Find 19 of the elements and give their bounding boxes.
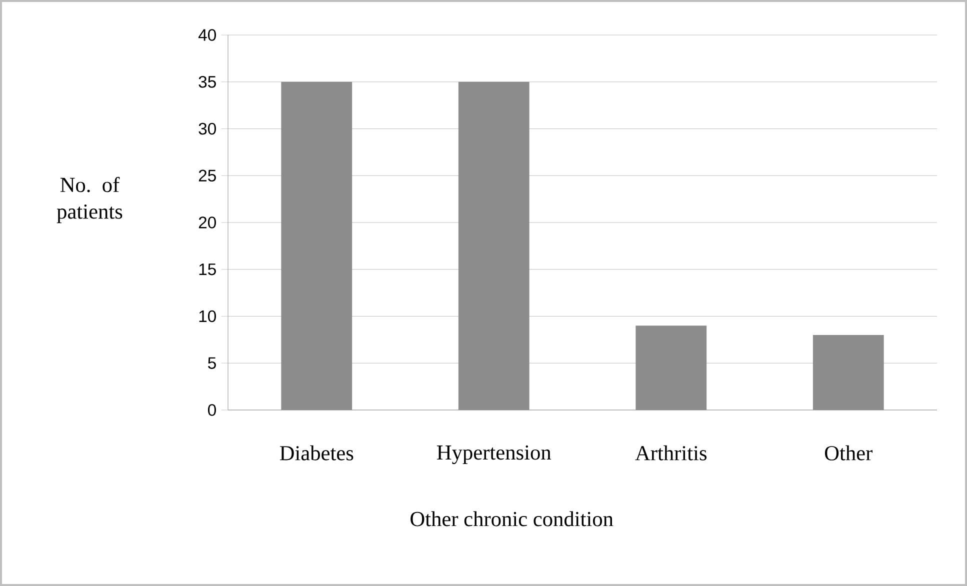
- y-tick-label: 0: [208, 404, 216, 416]
- y-tick-label: 35: [198, 76, 216, 88]
- x-tick-label: Hypertension: [437, 445, 552, 464]
- bar: [812, 335, 884, 410]
- y-tick-label: 5: [208, 357, 216, 369]
- x-tick-label: Arthritis: [635, 445, 707, 460]
- y-tick-label: 20: [198, 216, 216, 228]
- y-tick-label: 25: [198, 170, 216, 182]
- y-tick-label: 30: [198, 122, 216, 135]
- bar: [458, 82, 530, 410]
- y-axis-title: No. of patients: [56, 176, 122, 224]
- bar: [281, 82, 352, 410]
- x-tick-label: Other: [824, 445, 872, 460]
- bar: [636, 326, 707, 410]
- y-tick-label: 40: [198, 29, 216, 41]
- x-tick-label: Diabetes: [280, 445, 354, 460]
- y-tick-label: 10: [199, 310, 216, 322]
- y-tick-label: 15: [199, 264, 216, 276]
- x-axis-title: Other chronic condition: [410, 511, 614, 526]
